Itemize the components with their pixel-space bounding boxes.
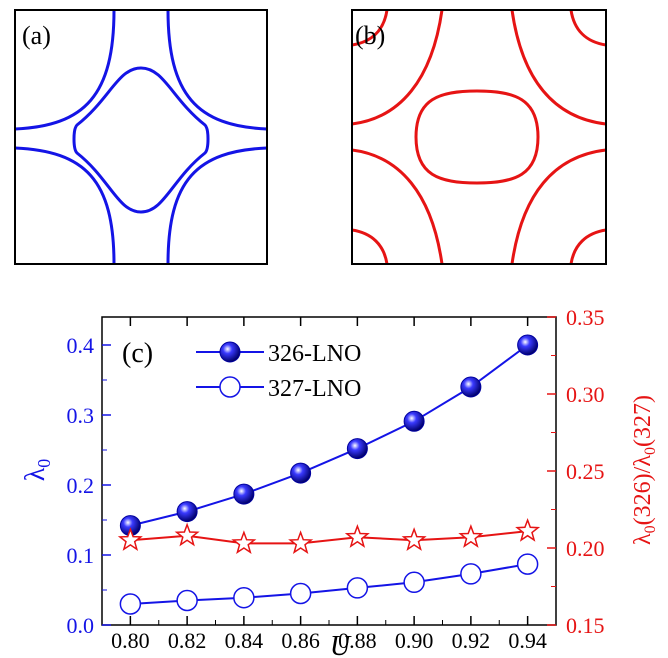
point-326-lno bbox=[403, 410, 425, 432]
panel-b-corner-pocket bbox=[569, 228, 606, 264]
legend-marker-327 bbox=[219, 376, 241, 398]
panel-b-inner-pocket bbox=[414, 89, 540, 185]
series-line-2 bbox=[130, 530, 528, 545]
point-327-lno bbox=[289, 582, 312, 605]
series-line-0 bbox=[130, 344, 529, 527]
point-ratio bbox=[401, 527, 427, 551]
panel-a-label: (a) bbox=[22, 21, 51, 50]
panel-b-corner-pocket bbox=[352, 228, 389, 264]
legend-marker-326 bbox=[219, 341, 241, 363]
point-327-lno bbox=[346, 577, 369, 599]
y-left-tick-label: 0.0 bbox=[67, 613, 95, 638]
y-left-tick-label: 0.3 bbox=[67, 403, 95, 428]
panel-b-label: (b) bbox=[355, 21, 385, 50]
x-tick-label: 0.82 bbox=[168, 628, 207, 653]
y-axis-right-title: λ0(326)/λ0(327) bbox=[630, 395, 659, 545]
point-327-lno bbox=[176, 589, 198, 612]
point-ratio bbox=[515, 517, 541, 542]
panel-a-outer-sheet bbox=[15, 146, 116, 264]
point-327-lno bbox=[460, 563, 482, 585]
legend: 326-LNO 327-LNO bbox=[196, 341, 361, 402]
series-layer bbox=[117, 334, 541, 615]
point-326-lno bbox=[290, 462, 312, 484]
panel-a-outer-sheet bbox=[15, 10, 116, 131]
point-326-lno bbox=[517, 334, 539, 356]
panel-a-outer-sheet bbox=[166, 10, 267, 131]
panel-b-outer-arc bbox=[352, 148, 444, 264]
panel-b-frame bbox=[351, 9, 607, 265]
panel-a: (a) bbox=[14, 9, 268, 265]
y-left-tick-label: 0.4 bbox=[67, 333, 95, 358]
point-326-lno bbox=[346, 438, 368, 460]
panel-b-outer-arc bbox=[510, 148, 606, 264]
y-right-tick-label: 0.20 bbox=[566, 536, 605, 561]
panel-a-inner-pocket bbox=[72, 66, 210, 214]
point-ratio bbox=[117, 527, 143, 551]
panel-b-outer-arc bbox=[352, 10, 444, 126]
x-tick-label: 0.92 bbox=[452, 628, 491, 653]
panel-c-chart: 0.80 0.82 0.84 0.86 0.88 0.90 0.92 0.94 0.0 0.1 0.… bbox=[20, 305, 659, 658]
chart-panel-label: (c) bbox=[122, 338, 153, 369]
y-right-tick-label: 0.35 bbox=[566, 305, 605, 330]
panel-a-outer-sheet bbox=[166, 146, 267, 264]
y-right-tick-label: 0.15 bbox=[566, 613, 605, 638]
x-tick-label: 0.88 bbox=[338, 628, 377, 653]
y-axis-left-title: λ0 bbox=[20, 459, 54, 482]
panel-b-corner-pocket bbox=[569, 10, 606, 47]
panel-b: (b) bbox=[351, 9, 607, 265]
point-ratio bbox=[288, 530, 314, 555]
y-left-tick-label: 0.2 bbox=[67, 473, 95, 498]
panel-b-corner-pocket bbox=[352, 10, 389, 47]
point-326-lno bbox=[233, 483, 255, 505]
panel-a-frame bbox=[14, 9, 268, 265]
panel-b-fermi-surface bbox=[352, 10, 606, 264]
point-326-lno bbox=[460, 376, 482, 398]
x-tick-label: 0.84 bbox=[225, 628, 264, 653]
point-327-lno bbox=[119, 593, 142, 615]
panel-b-outer-arc bbox=[510, 10, 606, 126]
x-axis-title: U bbox=[330, 631, 352, 658]
y-right-tick-label: 0.25 bbox=[566, 459, 605, 484]
point-327-lno bbox=[403, 571, 425, 594]
x-tick-label: 0.86 bbox=[281, 628, 320, 653]
legend-label-327: 327-LNO bbox=[268, 376, 361, 402]
point-327-lno bbox=[516, 553, 539, 575]
x-tick-label: 0.90 bbox=[395, 628, 434, 653]
ticks-layer: 0.80 0.82 0.84 0.86 0.88 0.90 0.92 0.94 0.0 0.1 0.… bbox=[67, 305, 605, 653]
panel-a-fermi-surface bbox=[15, 10, 267, 264]
x-tick-label: 0.80 bbox=[111, 628, 150, 653]
point-ratio bbox=[174, 522, 200, 547]
point-ratio bbox=[458, 524, 484, 548]
point-326-lno bbox=[176, 501, 198, 523]
y-left-tick-label: 0.1 bbox=[67, 543, 95, 568]
x-tick-label: 0.94 bbox=[508, 628, 547, 653]
legend-label-326: 326-LNO bbox=[268, 341, 361, 367]
point-327-lno bbox=[233, 586, 255, 609]
point-ratio bbox=[344, 524, 370, 548]
y-right-tick-label: 0.30 bbox=[566, 382, 605, 407]
point-ratio bbox=[231, 530, 257, 555]
